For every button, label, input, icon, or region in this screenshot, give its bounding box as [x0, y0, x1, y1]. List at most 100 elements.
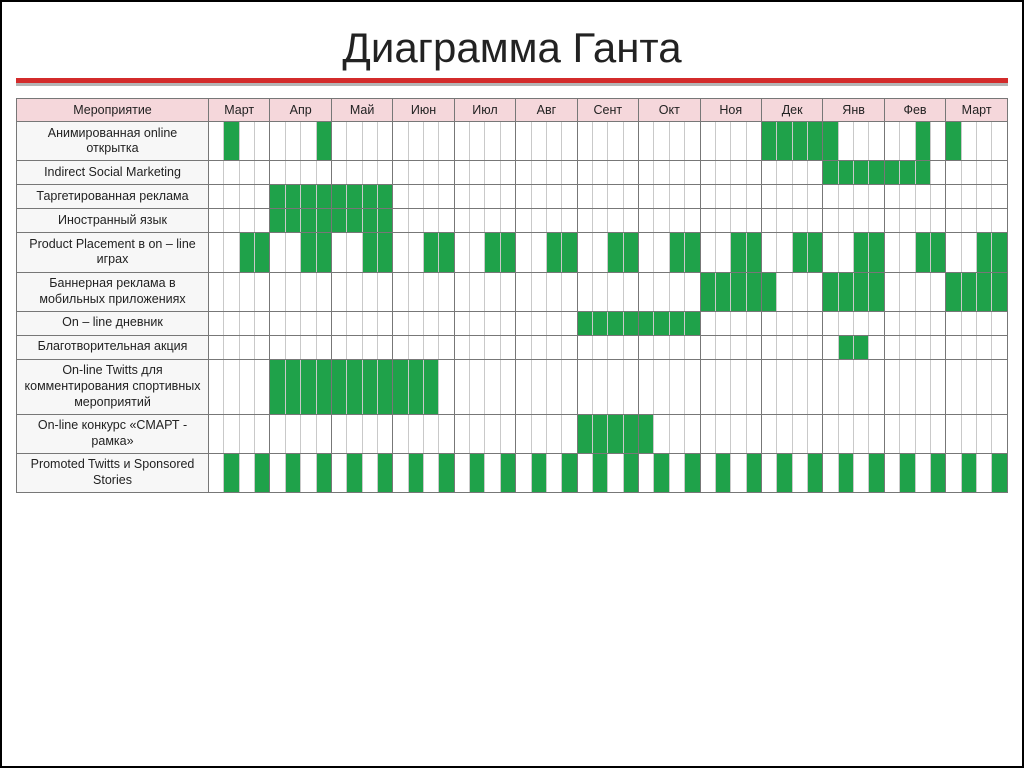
gantt-cell	[884, 453, 899, 492]
gantt-cell	[454, 414, 469, 453]
gantt-cell	[424, 453, 439, 492]
gantt-cell	[731, 209, 746, 233]
gantt-cell	[961, 311, 976, 335]
gantt-cell	[669, 122, 684, 161]
gantt-fill	[639, 415, 653, 453]
gantt-cell	[808, 453, 823, 492]
gantt-fill	[685, 454, 699, 492]
gantt-cell	[546, 335, 561, 359]
gantt-cell	[362, 453, 377, 492]
gantt-cell	[685, 233, 700, 272]
gantt-cell	[470, 185, 485, 209]
gantt-cell	[823, 122, 838, 161]
gantt-cell	[761, 453, 776, 492]
gantt-cell	[546, 161, 561, 185]
gantt-fill	[270, 360, 284, 414]
gantt-cell	[731, 453, 746, 492]
gantt-cell	[961, 453, 976, 492]
gantt-row: Благотворительная акция	[17, 335, 1008, 359]
task-label: On-line конкурс «СМАРТ - рамка»	[17, 414, 209, 453]
month-header: Март	[946, 99, 1008, 122]
gantt-cell	[930, 185, 945, 209]
gantt-cell	[930, 453, 945, 492]
gantt-cell	[285, 209, 300, 233]
gantt-fill	[685, 312, 699, 335]
gantt-fill	[977, 233, 991, 271]
gantt-cell	[854, 335, 869, 359]
gantt-cell	[685, 122, 700, 161]
gantt-fill	[823, 122, 837, 160]
gantt-cell	[255, 233, 270, 272]
task-label: On-line Twitts для комментирования спорт…	[17, 359, 209, 414]
gantt-fill	[578, 312, 592, 335]
gantt-cell	[946, 122, 961, 161]
gantt-cell	[654, 414, 669, 453]
gantt-cell	[731, 122, 746, 161]
gantt-cell	[516, 453, 531, 492]
gantt-cell	[946, 414, 961, 453]
gantt-fill	[332, 360, 346, 414]
gantt-fill	[224, 122, 238, 160]
gantt-cell	[393, 122, 408, 161]
gantt-cell	[439, 359, 454, 414]
gantt-cell	[500, 414, 515, 453]
month-header: Дек	[761, 99, 822, 122]
gantt-cell	[992, 233, 1008, 272]
gantt-row: Indirect Social Marketing	[17, 161, 1008, 185]
gantt-fill	[286, 185, 300, 208]
gantt-cell	[377, 209, 392, 233]
gantt-cell	[577, 122, 592, 161]
gantt-cell	[347, 122, 362, 161]
gantt-cell	[270, 335, 285, 359]
gantt-cell	[761, 272, 776, 311]
gantt-cell	[470, 453, 485, 492]
gantt-fill	[378, 185, 392, 208]
gantt-cell	[500, 185, 515, 209]
gantt-cell	[961, 209, 976, 233]
gantt-cell	[301, 185, 316, 209]
gantt-cell	[777, 209, 792, 233]
gantt-cell	[209, 414, 224, 453]
gantt-cell	[562, 122, 577, 161]
gantt-cell	[808, 359, 823, 414]
gantt-cell	[823, 335, 838, 359]
task-label: Баннерная реклама в мобильных приложения…	[17, 272, 209, 311]
gantt-cell	[700, 335, 715, 359]
gantt-cell	[869, 414, 884, 453]
gantt-cell	[577, 335, 592, 359]
gantt-fill	[301, 360, 315, 414]
gantt-cell	[239, 311, 254, 335]
gantt-fill	[716, 454, 730, 492]
gantt-cell	[424, 359, 439, 414]
gantt-cell	[838, 233, 853, 272]
gantt-fill	[793, 233, 807, 271]
gantt-cell	[639, 161, 654, 185]
gantt-cell	[854, 161, 869, 185]
gantt-cell	[731, 311, 746, 335]
gantt-fill	[839, 336, 853, 359]
gantt-cell	[654, 335, 669, 359]
gantt-cell	[992, 335, 1008, 359]
gantt-cell	[900, 453, 915, 492]
gantt-cell	[808, 185, 823, 209]
gantt-cell	[654, 272, 669, 311]
gantt-cell	[808, 122, 823, 161]
gantt-cell	[347, 185, 362, 209]
gantt-cell	[270, 453, 285, 492]
gantt-cell	[761, 311, 776, 335]
gantt-cell	[424, 161, 439, 185]
gantt-cell	[654, 122, 669, 161]
gantt-cell	[777, 161, 792, 185]
gantt-fill	[916, 161, 930, 184]
gantt-cell	[500, 233, 515, 272]
page-frame: Диаграмма Ганта МероприятиеМартАпрМайИюн…	[0, 0, 1024, 768]
gantt-fill	[839, 454, 853, 492]
gantt-fill	[270, 209, 284, 232]
gantt-cell	[270, 414, 285, 453]
month-header: Фев	[884, 99, 945, 122]
gantt-fill	[409, 454, 423, 492]
gantt-cell	[439, 185, 454, 209]
gantt-cell	[823, 414, 838, 453]
gantt-cell	[884, 209, 899, 233]
gantt-cell	[239, 453, 254, 492]
